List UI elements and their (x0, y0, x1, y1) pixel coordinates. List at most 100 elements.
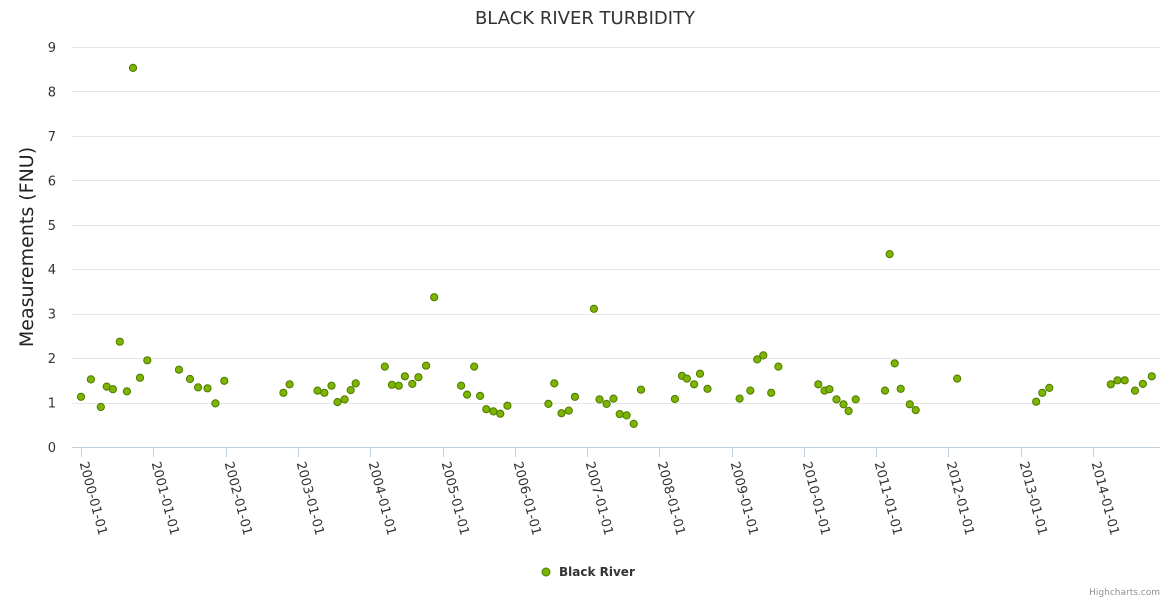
data-point[interactable] (1038, 388, 1047, 397)
data-point[interactable] (550, 379, 559, 388)
data-point[interactable] (503, 401, 512, 410)
data-point[interactable] (211, 399, 220, 408)
data-point[interactable] (285, 380, 294, 389)
data-point[interactable] (703, 384, 712, 393)
data-point[interactable] (670, 394, 680, 404)
data-point[interactable] (476, 391, 485, 400)
data-point[interactable] (774, 362, 783, 371)
data-point[interactable] (135, 373, 145, 382)
chart-title: BLACK RIVER TURBIDITY (475, 8, 696, 29)
data-point[interactable] (203, 384, 212, 393)
data-point[interactable] (86, 375, 96, 384)
data-point[interactable] (570, 392, 580, 401)
y-axis-ticks: 0 1 2 3 4 5 6 7 8 9 (48, 41, 56, 456)
data-point[interactable] (880, 386, 890, 395)
data-point[interactable] (885, 250, 894, 259)
data-point[interactable] (313, 386, 322, 395)
data-point[interactable] (463, 390, 472, 399)
data-point[interactable] (1138, 379, 1148, 388)
data-point[interactable] (602, 399, 611, 408)
data-point[interactable] (695, 369, 705, 378)
data-point[interactable] (896, 384, 905, 393)
data-point[interactable] (422, 361, 431, 370)
data-point[interactable] (851, 395, 860, 404)
data-point[interactable] (194, 383, 203, 392)
data-point[interactable] (414, 373, 423, 382)
data-point[interactable] (636, 385, 646, 394)
data-point[interactable] (340, 395, 349, 404)
data-point[interactable] (489, 407, 498, 416)
data-point[interactable] (905, 400, 914, 409)
data-point[interactable] (890, 359, 899, 368)
data-point[interactable] (400, 372, 409, 381)
data-point[interactable] (629, 419, 638, 428)
data-point[interactable] (143, 356, 152, 365)
y-tick-label: 9 (48, 41, 56, 56)
data-point[interactable] (1106, 380, 1115, 389)
data-point[interactable] (589, 304, 599, 313)
data-point[interactable] (457, 381, 466, 390)
data-point[interactable] (609, 394, 618, 403)
data-point[interactable] (1032, 397, 1041, 406)
legend-label-black-river[interactable]: Black River (559, 565, 635, 579)
data-point[interactable] (844, 406, 853, 416)
data-point[interactable] (832, 395, 841, 404)
data-point[interactable] (394, 381, 403, 390)
data-point[interactable] (122, 387, 132, 396)
data-point[interactable] (346, 386, 355, 395)
data-point[interactable] (320, 388, 329, 397)
data-point[interactable] (470, 362, 479, 371)
y-tick-label: 7 (48, 130, 56, 145)
legend-marker-black-river[interactable] (541, 567, 551, 577)
data-point[interactable] (351, 379, 360, 388)
data-point[interactable] (279, 388, 288, 397)
data-point[interactable] (759, 351, 768, 360)
data-point[interactable] (327, 381, 336, 390)
data-point[interactable] (911, 406, 920, 415)
data-point[interactable] (408, 379, 417, 388)
data-point[interactable] (557, 409, 566, 418)
data-point[interactable] (128, 63, 138, 73)
data-point[interactable] (622, 411, 631, 420)
data-point[interactable] (496, 409, 505, 418)
data-point[interactable] (753, 355, 762, 364)
data-point[interactable] (76, 392, 86, 401)
data-point[interactable] (814, 380, 823, 389)
data-point[interactable] (544, 399, 553, 408)
data-point[interactable] (333, 398, 342, 407)
data-point[interactable] (564, 406, 573, 415)
data-point[interactable] (387, 380, 396, 389)
data-point[interactable] (380, 362, 389, 371)
data-point[interactable] (1120, 376, 1129, 385)
data-point[interactable] (185, 374, 195, 384)
data-point[interactable] (690, 380, 699, 389)
data-point[interactable] (682, 374, 692, 383)
data-point[interactable] (220, 376, 229, 385)
data-point[interactable] (746, 386, 755, 395)
series-black-river[interactable] (76, 63, 1156, 428)
y-tick-label: 2 (48, 352, 56, 367)
data-point[interactable] (595, 395, 604, 404)
data-point[interactable] (108, 385, 118, 394)
data-point[interactable] (1147, 372, 1156, 381)
data-point[interactable] (96, 402, 105, 412)
data-point[interactable] (1130, 386, 1140, 395)
data-point[interactable] (430, 293, 439, 302)
data-point[interactable] (615, 410, 624, 419)
data-point[interactable] (825, 385, 834, 394)
data-point[interactable] (953, 374, 962, 383)
data-point[interactable] (115, 337, 124, 346)
data-point[interactable] (839, 400, 848, 409)
legend[interactable]: Black River (541, 565, 635, 579)
data-point[interactable] (1045, 383, 1054, 392)
y-tick-label: 3 (48, 308, 56, 323)
data-point[interactable] (174, 365, 184, 374)
data-point[interactable] (767, 388, 776, 397)
credits-link[interactable]: Highcharts.com (1089, 588, 1160, 598)
data-point[interactable] (735, 394, 744, 403)
grid-lines (72, 47, 1160, 404)
data-point[interactable] (1113, 376, 1122, 385)
y-tick-label: 0 (48, 441, 56, 456)
data-point[interactable] (482, 405, 491, 414)
